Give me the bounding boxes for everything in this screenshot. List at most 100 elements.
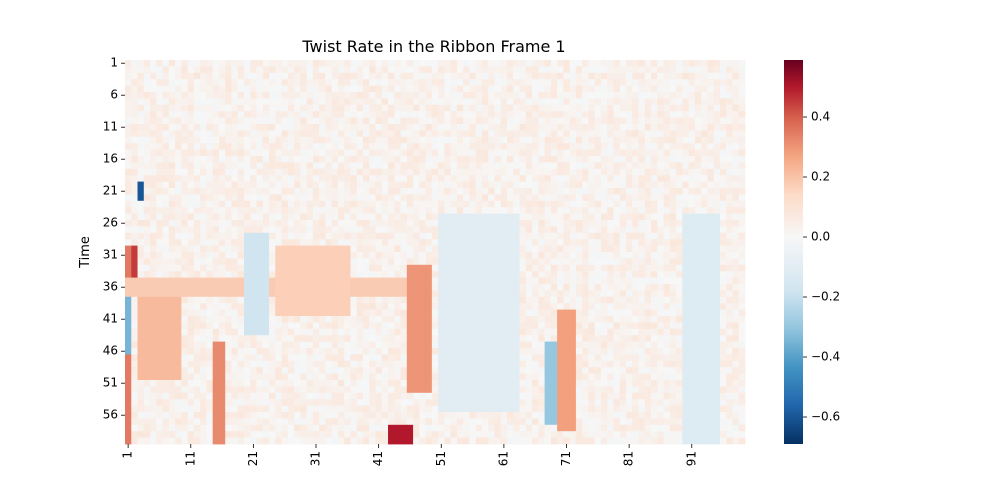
heatmap-cell bbox=[218, 85, 226, 93]
heatmap-cell bbox=[419, 79, 426, 86]
heatmap-cell bbox=[200, 136, 207, 144]
heatmap-cell bbox=[125, 296, 132, 304]
heatmap-cell bbox=[369, 136, 376, 144]
heatmap-cell bbox=[726, 252, 733, 259]
heatmap-cell bbox=[250, 316, 257, 323]
heatmap-cell bbox=[212, 322, 220, 330]
heatmap-cell bbox=[162, 200, 170, 208]
heatmap-cell bbox=[707, 271, 715, 278]
heatmap-cell bbox=[206, 124, 214, 131]
heatmap-cell bbox=[281, 213, 289, 221]
heatmap-cell bbox=[350, 271, 358, 278]
heatmap-cell bbox=[294, 348, 301, 355]
heatmap-cell bbox=[256, 252, 264, 259]
heatmap-cell bbox=[162, 130, 170, 138]
heatmap-cell bbox=[663, 188, 671, 195]
heatmap-cell bbox=[337, 136, 345, 144]
heatmap-cell bbox=[532, 136, 539, 144]
heatmap-cell bbox=[218, 181, 226, 189]
heatmap-cell bbox=[425, 354, 433, 362]
heatmap-cell bbox=[719, 252, 727, 259]
heatmap-cell bbox=[381, 341, 389, 349]
heatmap-cell bbox=[287, 162, 295, 170]
heatmap-cell bbox=[644, 130, 652, 138]
heatmap-cell bbox=[600, 290, 608, 298]
heatmap-cell bbox=[425, 98, 433, 106]
heatmap-cell bbox=[588, 271, 596, 278]
heatmap-cell bbox=[413, 290, 420, 298]
heatmap-cell bbox=[619, 252, 627, 259]
heatmap-cell bbox=[425, 207, 433, 214]
heatmap-cell bbox=[143, 264, 151, 272]
heatmap-cell bbox=[206, 136, 214, 144]
heatmap-cell bbox=[607, 98, 614, 106]
heatmap-cell bbox=[632, 341, 639, 349]
heatmap-cell bbox=[588, 85, 596, 93]
heatmap-cell bbox=[550, 284, 558, 291]
heatmap-cell bbox=[269, 316, 276, 323]
heatmap-cell bbox=[456, 162, 464, 170]
heatmap-cell bbox=[582, 104, 589, 112]
heatmap-cell bbox=[563, 309, 571, 317]
heatmap-cell bbox=[193, 220, 201, 227]
heatmap-cell bbox=[657, 258, 664, 266]
heatmap-cell bbox=[200, 232, 207, 240]
heatmap-cell bbox=[669, 60, 677, 67]
heatmap-cell bbox=[269, 348, 276, 355]
heatmap-cell bbox=[362, 181, 370, 189]
heatmap-cell bbox=[212, 200, 220, 208]
heatmap-cell bbox=[206, 111, 214, 118]
heatmap-cell bbox=[738, 104, 746, 112]
heatmap-cell bbox=[488, 360, 495, 368]
heatmap-cell bbox=[344, 348, 351, 355]
heatmap-cell bbox=[406, 354, 414, 362]
heatmap-cell bbox=[644, 316, 652, 323]
heatmap-cell bbox=[438, 232, 445, 240]
heatmap-cell bbox=[682, 79, 690, 86]
heatmap-cell bbox=[300, 354, 308, 362]
heatmap-cell bbox=[588, 373, 596, 381]
heatmap-cell bbox=[450, 328, 458, 336]
heatmap-cell bbox=[488, 72, 495, 80]
heatmap-cell bbox=[544, 207, 552, 214]
heatmap-cell bbox=[125, 239, 132, 246]
heatmap-cell bbox=[688, 316, 696, 323]
heatmap-cell bbox=[525, 245, 533, 253]
heatmap-cell bbox=[306, 309, 314, 317]
heatmap-cell bbox=[732, 271, 740, 278]
heatmap-cell bbox=[388, 181, 395, 189]
heatmap-cell bbox=[150, 373, 157, 381]
heatmap-cell bbox=[131, 60, 138, 67]
heatmap-cell bbox=[162, 348, 170, 355]
heatmap-cell bbox=[651, 232, 658, 240]
heatmap-cell bbox=[269, 104, 276, 112]
heatmap-cell bbox=[444, 200, 452, 208]
heatmap-cell bbox=[713, 232, 721, 240]
heatmap-cell bbox=[394, 181, 401, 189]
heatmap-cell bbox=[294, 271, 301, 278]
heatmap-cell bbox=[563, 136, 571, 144]
heatmap-cell bbox=[500, 143, 508, 150]
heatmap-cell bbox=[162, 373, 170, 381]
heatmap-cell bbox=[388, 226, 395, 234]
heatmap-cell bbox=[212, 207, 220, 214]
heatmap-cell bbox=[719, 341, 727, 349]
heatmap-cell bbox=[594, 60, 602, 67]
heatmap-cell bbox=[362, 220, 370, 227]
heatmap-cell bbox=[162, 290, 170, 298]
heatmap-cell bbox=[475, 168, 483, 176]
heatmap-cell bbox=[331, 111, 339, 118]
heatmap-cell bbox=[626, 252, 633, 259]
heatmap-cell bbox=[532, 181, 539, 189]
heatmap-cell bbox=[250, 181, 257, 189]
heatmap-cell bbox=[356, 66, 364, 74]
heatmap-cell bbox=[732, 245, 740, 253]
heatmap-cell bbox=[337, 309, 345, 317]
heatmap-cell bbox=[500, 239, 508, 246]
heatmap-cell bbox=[613, 130, 621, 138]
heatmap-cell bbox=[632, 290, 639, 298]
heatmap-cell bbox=[325, 124, 333, 131]
heatmap-cell bbox=[494, 239, 502, 246]
heatmap-cell bbox=[481, 239, 489, 246]
heatmap-cell bbox=[287, 348, 295, 355]
